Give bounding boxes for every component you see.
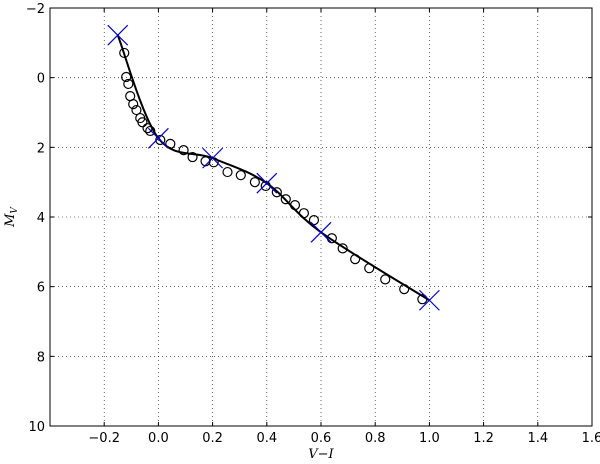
y-tick-label: 8 <box>37 350 45 365</box>
data-point-circle <box>350 254 361 265</box>
y-label-sub: V <box>10 206 20 214</box>
data-point-circle <box>155 134 166 146</box>
cross-series <box>107 24 440 311</box>
data-point-circle <box>137 117 148 128</box>
x-tick-label: 0.6 <box>311 431 332 446</box>
cross-marker <box>147 127 169 149</box>
x-tick-label: 0.0 <box>148 431 169 446</box>
y-label-main: M <box>3 213 18 228</box>
data-point-circle <box>187 151 198 163</box>
data-point-circle <box>271 187 282 198</box>
data-point-circle <box>364 263 375 274</box>
data-point-circle <box>308 215 320 226</box>
cross-marker <box>418 289 440 311</box>
x-tick-label: 1.0 <box>419 431 440 446</box>
y-tick-label: 4 <box>37 211 45 226</box>
cross-stroke <box>202 147 224 169</box>
y-tick-label: 2 <box>37 141 45 156</box>
y-axis-label: MV <box>3 206 20 228</box>
y-tick-label: 6 <box>37 281 45 296</box>
ticks: −0.2 0.0 0.2 0.4 0.6 0.8 1.0 1.2 1.4 1.6 −2 0 2 4 6 8 10 <box>26 2 600 446</box>
data-point-circle <box>131 104 142 116</box>
data-point-circle <box>235 170 246 181</box>
data-point-circle <box>119 47 130 59</box>
x-tick-label: 1.4 <box>527 431 548 446</box>
cross-marker <box>202 147 224 169</box>
data-point-circle <box>121 71 132 83</box>
data-point-circle <box>142 123 153 134</box>
data-point-circle <box>399 284 410 295</box>
data-point-circle <box>222 166 233 178</box>
data-point-circle <box>165 138 176 149</box>
cross-stroke <box>418 289 440 311</box>
svg-text:MV: MV <box>3 206 20 228</box>
cross-marker <box>107 24 129 46</box>
x-axis-label: V−I <box>308 447 334 460</box>
data-point-circle <box>289 200 301 211</box>
cross-stroke <box>256 172 278 194</box>
data-point-circle <box>337 243 348 254</box>
data-point-circle <box>417 294 428 305</box>
data-point-circle <box>380 274 391 285</box>
x-tick-label: 1.2 <box>473 431 494 446</box>
data-point-circle <box>298 208 310 219</box>
cross-stroke <box>147 127 169 149</box>
fit-line <box>116 34 430 302</box>
x-tick-label: 0.2 <box>202 431 223 446</box>
data-point-circle <box>249 177 260 188</box>
cross-marker <box>256 172 278 194</box>
y-tick-label: 10 <box>28 420 45 435</box>
x-tick-label: 1.6 <box>582 431 600 446</box>
x-tick-label: 0.8 <box>365 431 386 446</box>
data-point-circle <box>123 78 134 90</box>
cross-stroke <box>107 24 129 46</box>
cross-marker <box>310 221 332 243</box>
data-point-circle <box>145 125 156 137</box>
x-tick-label: 0.4 <box>256 431 277 446</box>
data-point-circle <box>280 194 291 205</box>
data-point-circle <box>128 99 139 110</box>
data-point-circle <box>178 145 189 156</box>
x-tick-label: −0.2 <box>88 431 120 446</box>
cross-stroke <box>310 221 332 243</box>
y-tick-label: −2 <box>26 2 45 17</box>
y-tick-label: 0 <box>37 72 45 87</box>
grid <box>50 8 592 426</box>
fit-curve <box>116 34 430 302</box>
